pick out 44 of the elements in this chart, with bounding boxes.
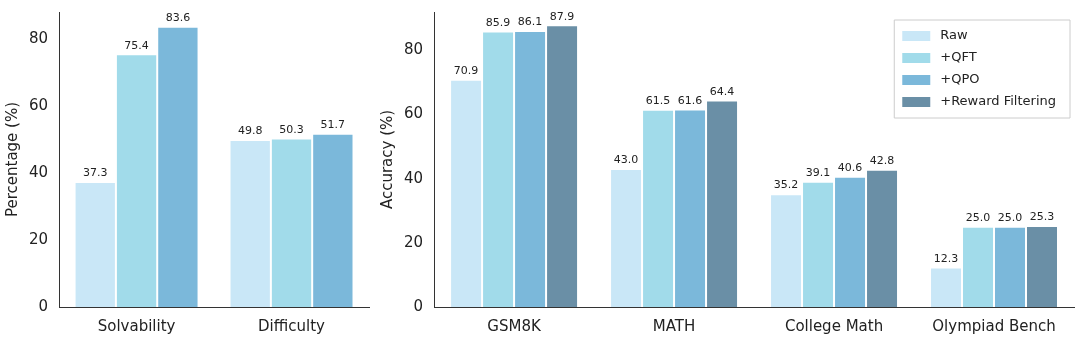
- data-label: 86.1: [517, 15, 543, 29]
- legend-label: +Reward Filtering: [940, 93, 1057, 109]
- data-label: 25.3: [1029, 210, 1055, 224]
- data-label: 49.8: [237, 124, 263, 138]
- data-label: 25.0: [965, 211, 991, 225]
- y-tick-label: 60: [28, 95, 49, 114]
- data-label: 83.6: [165, 11, 191, 25]
- x-tick-label: Olympiad Bench: [932, 316, 1056, 335]
- data-label: 70.9: [453, 64, 479, 78]
- x-tick-label: GSM8K: [487, 316, 542, 335]
- data-label: 61.6: [677, 93, 703, 107]
- data-label: 85.9: [485, 15, 511, 29]
- y-tick-label: 80: [28, 28, 49, 47]
- data-label: 87.9: [549, 9, 575, 23]
- legend-label: Raw: [940, 27, 968, 43]
- x-tick-label: Solvability: [97, 316, 176, 335]
- data-label: 50.3: [279, 122, 304, 136]
- data-label: 25.0: [997, 211, 1023, 225]
- data-label: 61.5: [645, 94, 671, 108]
- y-tick-label: 40: [28, 162, 49, 181]
- x-tick-label: Difficulty: [258, 316, 326, 335]
- data-label: 35.2: [773, 178, 799, 192]
- data-label: 12.3: [933, 251, 959, 265]
- data-label: 37.3: [82, 166, 108, 180]
- y-tick-label: 40: [403, 168, 424, 187]
- legend-label: +QPO: [940, 71, 980, 87]
- y-axis-title: Accuracy (%): [377, 109, 396, 210]
- x-tick-label: College Math: [784, 316, 884, 335]
- data-label: 64.4: [709, 84, 735, 98]
- y-tick-label: 0: [38, 296, 49, 315]
- y-axis-title: Percentage (%): [2, 101, 21, 218]
- y-tick-label: 0: [413, 296, 424, 315]
- y-tick-label: 20: [403, 232, 424, 251]
- y-tick-label: 60: [403, 104, 424, 123]
- data-label: 40.6: [837, 161, 863, 175]
- y-tick-label: 80: [403, 40, 424, 59]
- y-tick-label: 20: [28, 229, 49, 248]
- data-label: 51.7: [320, 118, 346, 132]
- data-label: 75.4: [124, 38, 149, 52]
- legend-label: +QFT: [940, 49, 977, 65]
- data-label: 39.1: [805, 165, 831, 179]
- x-tick-label: MATH: [652, 316, 696, 335]
- data-label: 43.0: [613, 153, 639, 167]
- data-label: 42.8: [869, 154, 895, 168]
